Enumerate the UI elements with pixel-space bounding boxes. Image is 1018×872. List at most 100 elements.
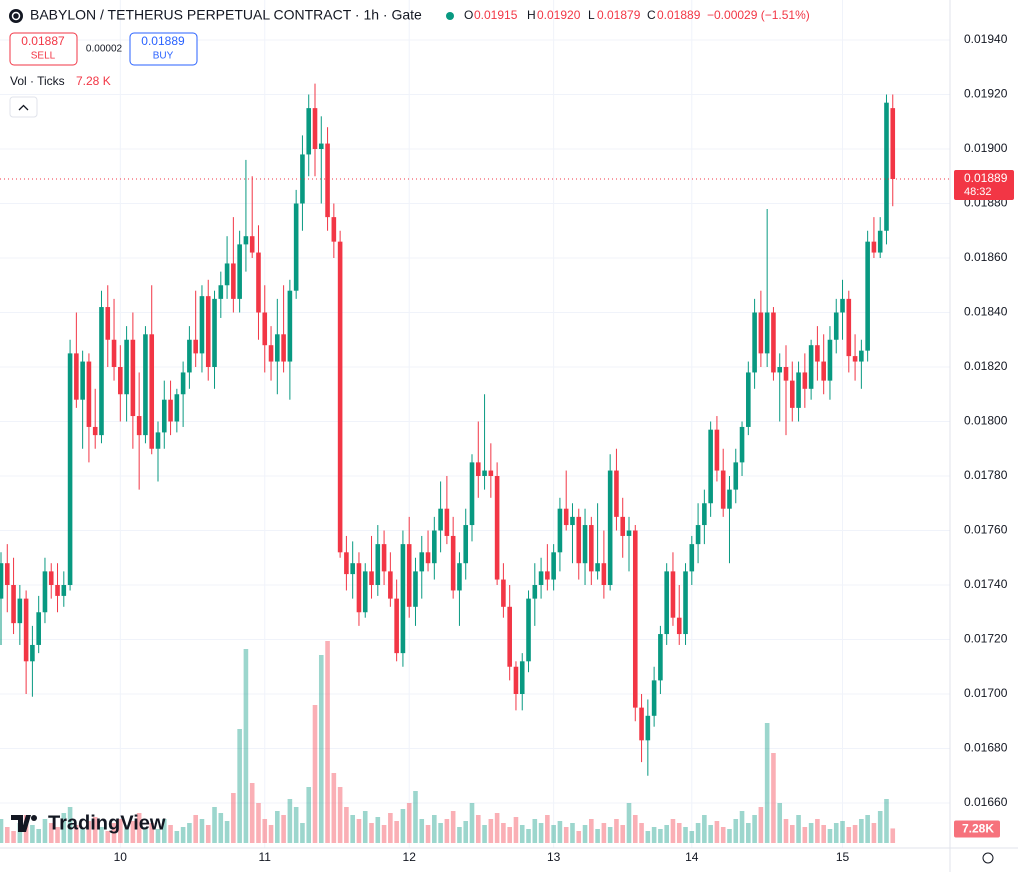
volume-bar [438, 823, 443, 843]
collapse-icon [18, 104, 29, 111]
y-tick-label: 0.01720 [964, 632, 1008, 646]
candle-body [92, 426, 98, 436]
candle-body [840, 298, 845, 313]
volume-tag [954, 820, 1000, 838]
candle-body [350, 563, 355, 575]
volume-bar [406, 803, 412, 843]
volume-bar [821, 825, 826, 843]
ohlc-value: 0.01879 [597, 8, 641, 22]
volume-bar [331, 773, 337, 843]
volume-bar [161, 819, 167, 843]
candle-body [877, 230, 883, 253]
candle-body [865, 241, 870, 351]
candle-body [683, 571, 688, 635]
candle-body [545, 571, 550, 580]
symbol-title: BABYLON / TETHERUS PERPETUAL CONTRACT · … [30, 7, 422, 23]
volume-bar [513, 817, 519, 843]
candle-body [501, 579, 506, 607]
volume-bar [432, 815, 437, 843]
volume-bar [105, 831, 111, 843]
volume-bar [871, 823, 877, 843]
volume-bar [689, 831, 695, 843]
candle-body [438, 508, 443, 531]
volume-bar [55, 827, 60, 843]
candle-body [48, 571, 54, 585]
volume-bar [237, 729, 242, 843]
candle-body [488, 470, 494, 476]
candle-body [224, 263, 230, 286]
candle-body [727, 489, 732, 509]
x-tick-label: 10 [114, 850, 128, 864]
volume-bar [344, 807, 349, 843]
volume-bar [884, 799, 889, 843]
candle-body [318, 143, 324, 149]
volume-bar [720, 827, 726, 843]
sell-button[interactable] [9, 32, 78, 66]
candle-body [105, 307, 111, 340]
candle-body [532, 585, 538, 599]
candle-body [268, 345, 274, 362]
x-tick-label: 11 [259, 850, 272, 864]
volume-bar [4, 827, 10, 843]
buy-button[interactable] [129, 32, 198, 66]
volume-bar [124, 825, 129, 843]
candle-body [17, 598, 23, 624]
volume-bar [777, 803, 783, 843]
candle-body [607, 470, 613, 585]
volume-bar [664, 825, 669, 843]
x-tick-label: 15 [836, 850, 850, 864]
volume-bar [413, 791, 418, 843]
candle-body [526, 598, 531, 662]
candle-body [136, 416, 142, 436]
candle-body [846, 298, 852, 357]
candle-body [582, 525, 588, 564]
y-tick-label: 0.01800 [964, 414, 1008, 428]
countdown: 48:32 [964, 186, 992, 198]
volume-bar [118, 819, 123, 843]
candle-body [733, 462, 739, 490]
candle-body [99, 307, 104, 436]
volume-bar [815, 819, 820, 843]
volume-bar [312, 705, 318, 843]
candle-body [463, 525, 469, 564]
volume-bar [212, 807, 217, 843]
volume-bar [570, 823, 575, 843]
candle-body [61, 585, 67, 596]
candle-body [218, 285, 224, 299]
candle-body [752, 312, 757, 373]
collapse-button[interactable] [9, 96, 38, 118]
candle-body [651, 680, 657, 716]
candle-body [193, 339, 198, 354]
candle-body [331, 217, 337, 242]
volume-bar [218, 813, 224, 843]
y-tick-label: 0.01860 [964, 250, 1008, 264]
candle-body [626, 530, 632, 536]
volume-bar [852, 825, 858, 843]
candle-body [400, 544, 406, 654]
volume-bar [808, 823, 814, 843]
candle-body [237, 244, 242, 299]
candle-body [632, 530, 638, 708]
candle-body [639, 707, 644, 741]
settings-icon[interactable] [982, 852, 994, 864]
volume-bar [727, 829, 732, 843]
candle-body [199, 296, 205, 354]
candle-body [168, 399, 173, 422]
volume-bar [551, 825, 556, 843]
candle-body [275, 334, 280, 362]
y-tick-label: 0.01680 [964, 741, 1008, 755]
volume-bar [890, 828, 896, 843]
candle-body [758, 312, 764, 354]
candle-body [381, 544, 387, 572]
volume-bar [249, 783, 255, 843]
volume-bar [268, 825, 274, 843]
volume-bar [325, 641, 330, 843]
volume-bar [752, 815, 757, 843]
candle-body [406, 544, 412, 607]
volume-bar [658, 829, 663, 843]
candle-body [821, 361, 826, 381]
candle-body [356, 563, 362, 613]
candle-body [174, 394, 180, 422]
volume-bar [74, 825, 79, 843]
candle-body [551, 552, 556, 580]
